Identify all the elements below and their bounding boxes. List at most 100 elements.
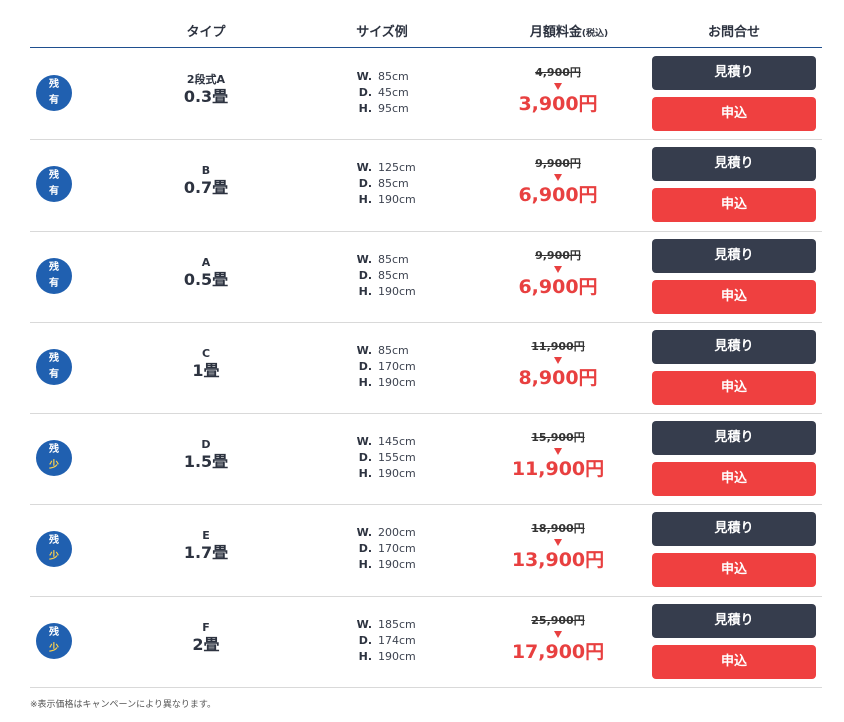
quote-button[interactable]: 見積り [652, 512, 816, 547]
depth-label: D. [358, 177, 372, 191]
depth-label: D. [358, 451, 372, 465]
header-price-main: 月額料金 [529, 25, 582, 40]
price-cell: 11,900円 8,900円 [494, 339, 622, 390]
depth-line: D. 174cm [356, 633, 466, 649]
quote-button[interactable]: 見積り [652, 421, 816, 456]
price-cell: 9,900円 6,900円 [494, 248, 622, 299]
height-value: 190cm [378, 558, 416, 572]
size-cell: W. 200cm D. 170cm H. 190cm [356, 525, 466, 573]
down-arrow-icon [554, 83, 562, 90]
quote-button[interactable]: 見積り [652, 329, 816, 364]
depth-value: 170cm [378, 359, 416, 373]
height-value: 190cm [378, 193, 416, 207]
type-cell: 2段式A 0.3畳 [148, 73, 264, 107]
stock-badge: 残 少 [36, 440, 72, 477]
unit-table: 残 有 2段式A 0.3畳 W. 85cm D. 45cm H. 95cm 4,900… [30, 49, 822, 689]
stock-badge-top: 残 [49, 352, 59, 364]
header-size: サイズ例 [356, 25, 408, 40]
down-arrow-icon [554, 539, 562, 547]
width-value: 85cm [378, 252, 409, 266]
type-cell: C 1畳 [148, 347, 264, 381]
tatami-size: 2畳 [192, 634, 220, 654]
header-type: タイプ [186, 25, 226, 40]
table-row: 残 少 E 1.7畳 W. 200cm D. 170cm H. 190cm 18,90… [30, 505, 822, 597]
depth-value: 85cm [378, 177, 409, 191]
apply-button[interactable]: 申込 [652, 644, 816, 679]
new-price: 3,900円 [518, 93, 598, 115]
table-row: 残 有 2段式A 0.3畳 W. 85cm D. 45cm H. 95cm 4,900… [30, 49, 822, 141]
new-price: 6,900円 [518, 275, 598, 298]
size-cell: W. 85cm D. 170cm H. 190cm [356, 343, 466, 391]
depth-label: D. [358, 268, 372, 282]
apply-button[interactable]: 申込 [652, 553, 816, 588]
footnote: ※表示価格はキャンペーンにより異なります。 [30, 700, 217, 710]
table-row: 残 有 C 1畳 W. 85cm D. 170cm H. 190cm 11,900円 … [30, 323, 822, 415]
tatami-size: 0.3畳 [183, 87, 229, 106]
type-name: D [201, 438, 211, 452]
apply-button[interactable]: 申込 [652, 370, 816, 405]
price-cell: 15,900円 11,900円 [494, 430, 622, 481]
width-value: 85cm [378, 70, 409, 83]
stock-badge: 残 少 [36, 622, 72, 659]
quote-button[interactable]: 見積り [652, 56, 816, 90]
stock-badge-bottom: 少 [49, 642, 59, 654]
apply-button[interactable]: 申込 [652, 462, 816, 497]
width-label: W. [356, 617, 372, 631]
width-line: W. 85cm [356, 343, 466, 359]
down-arrow-icon [554, 630, 562, 638]
width-value: 200cm [378, 526, 416, 540]
type-cell: F 2畳 [148, 621, 264, 655]
depth-value: 174cm [378, 633, 416, 647]
table-row: 残 有 A 0.5畳 W. 85cm D. 85cm H. 190cm 9,900円 … [30, 232, 822, 323]
old-price: 18,900円 [531, 522, 585, 536]
depth-value: 45cm [378, 86, 409, 99]
down-arrow-icon [554, 265, 562, 273]
quote-button[interactable]: 見積り [652, 603, 816, 638]
quote-button[interactable]: 見積り [652, 147, 816, 182]
type-cell: B 0.7畳 [148, 164, 264, 198]
stock-badge-bottom: 有 [49, 95, 59, 106]
depth-line: D. 85cm [356, 268, 466, 284]
width-line: W. 85cm [356, 69, 466, 85]
tatami-size: 1.5畳 [183, 452, 229, 472]
table-row: 残 有 B 0.7畳 W. 125cm D. 85cm H. 190cm 9,900円… [30, 140, 822, 232]
quote-button[interactable]: 見積り [652, 238, 816, 273]
height-line: H. 190cm [356, 284, 466, 300]
type-name: B [201, 164, 211, 178]
width-line: W. 125cm [356, 160, 466, 176]
width-label: W. [356, 252, 372, 266]
height-value: 95cm [378, 102, 409, 115]
width-line: W. 185cm [356, 617, 466, 633]
depth-label: D. [358, 359, 372, 373]
apply-button[interactable]: 申込 [652, 97, 816, 131]
depth-label: D. [358, 86, 372, 99]
old-price: 9,900円 [535, 248, 581, 262]
price-cell: 9,900円 6,900円 [494, 156, 622, 207]
table-row: 残 少 F 2畳 W. 185cm D. 174cm H. 190cm 25,900円… [30, 597, 822, 689]
old-price: 4,900円 [535, 66, 581, 79]
height-line: H. 190cm [356, 649, 466, 665]
price-cell: 25,900円 17,900円 [494, 613, 622, 664]
height-label: H. [358, 558, 372, 572]
apply-button[interactable]: 申込 [652, 279, 816, 314]
type-cell: A 0.5畳 [148, 256, 264, 290]
type-name: F [202, 620, 210, 634]
width-label: W. [356, 161, 372, 175]
height-label: H. [358, 102, 372, 115]
old-price: 15,900円 [531, 431, 585, 445]
header-price-tax: (税込) [581, 29, 609, 39]
down-arrow-icon [554, 174, 562, 182]
apply-button[interactable]: 申込 [652, 188, 816, 223]
depth-label: D. [358, 633, 372, 647]
down-arrow-icon [554, 448, 562, 456]
new-price: 17,900円 [511, 640, 605, 663]
type-cell: D 1.5畳 [148, 438, 264, 472]
width-value: 185cm [378, 617, 416, 631]
width-label: W. [356, 526, 372, 540]
stock-badge: 残 有 [36, 166, 72, 203]
width-line: W. 200cm [356, 525, 466, 541]
height-line: H. 190cm [356, 375, 466, 391]
table-header: タイプ サイズ例 月額料金(税込) お問合せ [30, 0, 822, 48]
height-label: H. [358, 193, 372, 207]
depth-line: D. 170cm [356, 359, 466, 375]
